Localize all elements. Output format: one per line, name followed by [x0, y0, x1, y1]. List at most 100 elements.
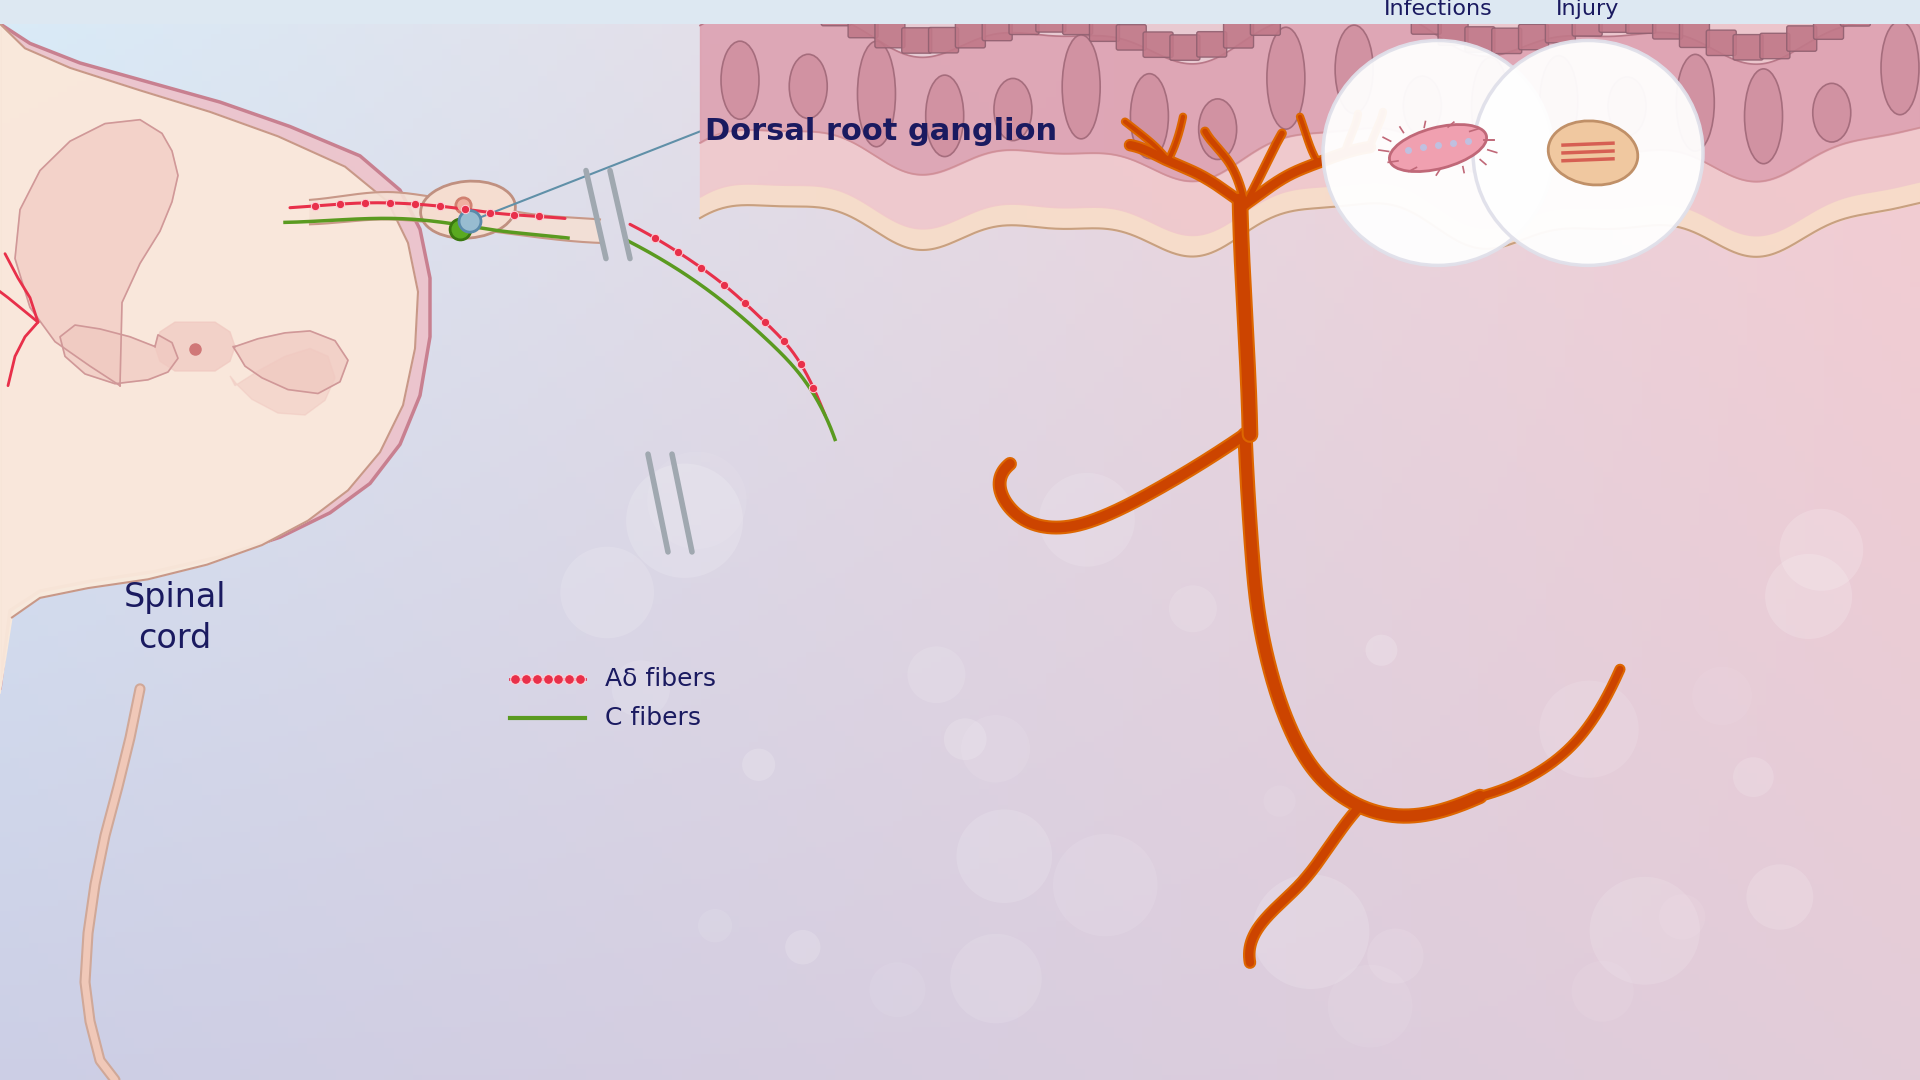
FancyBboxPatch shape	[1062, 9, 1092, 35]
FancyBboxPatch shape	[1653, 14, 1682, 39]
Circle shape	[1659, 894, 1705, 940]
FancyBboxPatch shape	[1626, 8, 1655, 33]
FancyBboxPatch shape	[1010, 9, 1039, 35]
FancyBboxPatch shape	[1761, 33, 1789, 58]
Polygon shape	[15, 120, 179, 386]
FancyBboxPatch shape	[714, 0, 745, 19]
FancyBboxPatch shape	[1304, 0, 1334, 13]
Circle shape	[956, 809, 1052, 903]
FancyBboxPatch shape	[1196, 31, 1227, 57]
FancyBboxPatch shape	[1384, 0, 1415, 23]
Ellipse shape	[858, 41, 895, 147]
FancyBboxPatch shape	[849, 12, 877, 38]
FancyBboxPatch shape	[1734, 35, 1763, 60]
FancyBboxPatch shape	[929, 27, 958, 53]
Ellipse shape	[789, 54, 828, 119]
FancyBboxPatch shape	[1142, 32, 1173, 57]
FancyBboxPatch shape	[902, 28, 931, 53]
Circle shape	[1263, 785, 1296, 816]
Circle shape	[785, 930, 820, 964]
Polygon shape	[309, 192, 599, 243]
FancyBboxPatch shape	[1893, 0, 1920, 10]
FancyBboxPatch shape	[1411, 9, 1442, 35]
Text: Dorsal root ganglion: Dorsal root ganglion	[705, 117, 1058, 146]
Circle shape	[647, 451, 747, 549]
FancyBboxPatch shape	[795, 0, 824, 15]
FancyBboxPatch shape	[1599, 6, 1628, 32]
Ellipse shape	[1404, 76, 1442, 136]
Circle shape	[1169, 585, 1217, 632]
Polygon shape	[230, 349, 334, 415]
FancyBboxPatch shape	[768, 0, 797, 10]
Circle shape	[1747, 864, 1812, 930]
FancyBboxPatch shape	[956, 23, 985, 48]
Ellipse shape	[1334, 25, 1373, 113]
Circle shape	[1323, 40, 1553, 266]
FancyBboxPatch shape	[1680, 22, 1709, 48]
FancyBboxPatch shape	[1169, 35, 1200, 60]
Circle shape	[1365, 635, 1398, 666]
Circle shape	[699, 909, 732, 943]
FancyBboxPatch shape	[822, 0, 851, 26]
Circle shape	[1734, 757, 1774, 797]
FancyBboxPatch shape	[1465, 27, 1496, 52]
Circle shape	[459, 211, 482, 232]
Ellipse shape	[995, 79, 1031, 140]
Circle shape	[743, 748, 776, 781]
FancyBboxPatch shape	[1331, 0, 1361, 10]
Polygon shape	[0, 24, 419, 693]
FancyBboxPatch shape	[1788, 26, 1816, 51]
Ellipse shape	[1548, 121, 1638, 185]
Circle shape	[870, 962, 925, 1017]
Circle shape	[1780, 509, 1862, 591]
Polygon shape	[0, 24, 430, 689]
Ellipse shape	[420, 181, 515, 239]
Circle shape	[950, 934, 1043, 1024]
Circle shape	[626, 463, 743, 578]
Text: Infections: Infections	[1384, 0, 1492, 19]
FancyBboxPatch shape	[1357, 0, 1388, 13]
Polygon shape	[156, 322, 234, 372]
Polygon shape	[232, 330, 348, 393]
Ellipse shape	[1390, 124, 1486, 172]
Ellipse shape	[1471, 57, 1509, 157]
Text: Spinal
cord: Spinal cord	[123, 581, 227, 656]
FancyBboxPatch shape	[1438, 19, 1469, 45]
FancyBboxPatch shape	[1572, 11, 1601, 36]
Ellipse shape	[722, 41, 758, 119]
Text: Injury: Injury	[1557, 0, 1620, 19]
Ellipse shape	[1267, 27, 1306, 130]
Ellipse shape	[1062, 35, 1100, 139]
Circle shape	[908, 646, 966, 703]
FancyBboxPatch shape	[1707, 30, 1736, 55]
Circle shape	[1473, 40, 1703, 266]
Ellipse shape	[1812, 83, 1851, 143]
FancyBboxPatch shape	[1223, 23, 1254, 48]
Circle shape	[1367, 929, 1423, 984]
FancyBboxPatch shape	[1519, 25, 1549, 50]
Circle shape	[1692, 666, 1751, 725]
Circle shape	[962, 715, 1029, 783]
FancyBboxPatch shape	[1814, 14, 1843, 39]
FancyBboxPatch shape	[1116, 25, 1146, 50]
Circle shape	[1572, 961, 1634, 1022]
Ellipse shape	[1198, 99, 1236, 160]
Circle shape	[1039, 473, 1135, 567]
FancyBboxPatch shape	[983, 15, 1012, 41]
Ellipse shape	[1131, 73, 1169, 159]
FancyBboxPatch shape	[1250, 10, 1281, 36]
FancyBboxPatch shape	[1277, 0, 1308, 23]
Circle shape	[1329, 964, 1413, 1048]
Text: C fibers: C fibers	[605, 706, 701, 730]
Ellipse shape	[1609, 77, 1645, 136]
FancyBboxPatch shape	[1089, 16, 1119, 41]
Polygon shape	[60, 325, 179, 383]
Circle shape	[561, 546, 655, 638]
Circle shape	[1764, 554, 1853, 639]
Circle shape	[1590, 877, 1699, 985]
Text: Aδ fibers: Aδ fibers	[605, 667, 716, 691]
FancyBboxPatch shape	[741, 0, 770, 11]
Circle shape	[945, 718, 987, 760]
FancyBboxPatch shape	[1492, 28, 1523, 54]
FancyBboxPatch shape	[1035, 6, 1066, 32]
